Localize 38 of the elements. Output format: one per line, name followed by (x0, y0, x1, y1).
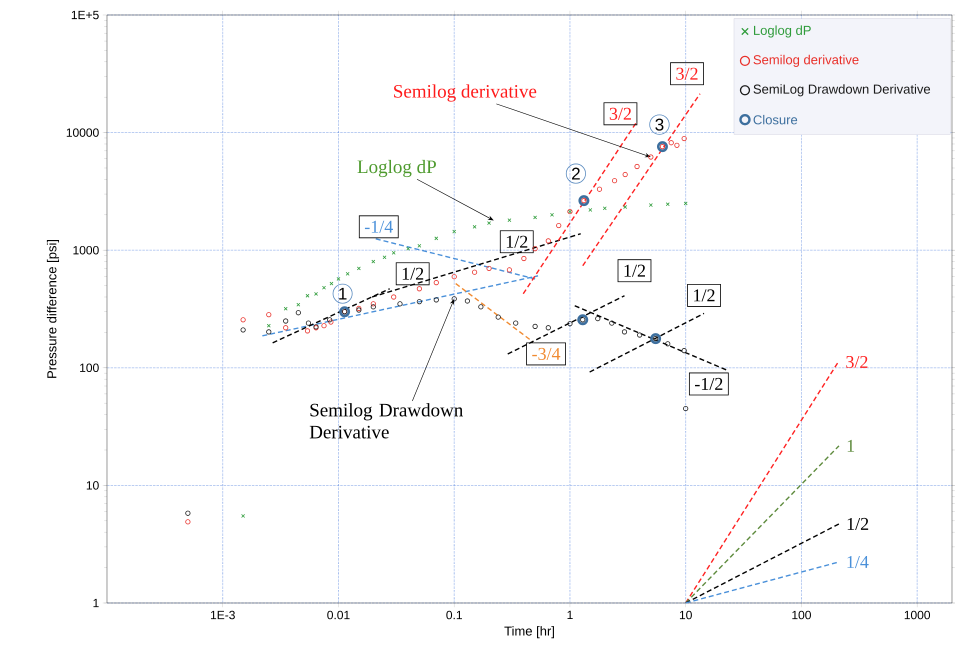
x-axis-title: Time [hr] (504, 626, 554, 638)
y-tick-label: 10000 (66, 128, 99, 137)
y-tick-label: 1E+5 (72, 10, 99, 20)
y-tick-label: 1000 (73, 246, 99, 254)
series-label: -3/4 (532, 348, 560, 360)
series-label: 1/4 (847, 556, 869, 568)
series-label: 1/2 (506, 236, 528, 248)
x-tick-label: 0.01 (327, 610, 350, 620)
x-tick-label: 100 (792, 610, 811, 620)
annotation: Semilog derivative (394, 84, 536, 102)
series-label: 3/2 (676, 68, 698, 80)
legend-label: Closure (754, 114, 798, 124)
annotation: 2 (572, 168, 580, 180)
legend-label: SemiLog Drawdown Derivative (754, 84, 930, 96)
annotation: Semilog Drawdown Derivative (310, 403, 464, 439)
annotation: 1 (339, 288, 347, 300)
y-tick-label: 10 (86, 481, 99, 490)
series-label: -1/2 (695, 378, 722, 390)
y-tick-label: 1 (93, 598, 99, 608)
annotation: Loglog dP (358, 160, 436, 178)
series-label: -1/4 (364, 220, 393, 233)
series-label: 1 (848, 440, 854, 452)
series-label: 1/2 (624, 264, 645, 277)
x-tick-label: 0.1 (446, 610, 462, 620)
y-tick-label: 100 (80, 364, 99, 372)
y-axis-title: Pressure difference [psi] (46, 240, 60, 378)
series-label: 1/2 (694, 289, 715, 302)
series-label: 1/2 (402, 268, 424, 280)
annotation: 3 (655, 118, 664, 131)
series-label: 3/2 (846, 356, 868, 368)
x-tick-label: 1000 (904, 610, 930, 620)
legend-label: Semilog derivative (754, 54, 859, 67)
legend-label: Loglog dP (754, 25, 811, 38)
series-label: 1/2 (848, 518, 868, 530)
x-tick-label: 1E-3 (210, 610, 235, 620)
x-tick-label: 1 (568, 610, 573, 620)
x-tick-label: 10 (680, 610, 692, 620)
series-label: 3/2 (610, 108, 631, 120)
